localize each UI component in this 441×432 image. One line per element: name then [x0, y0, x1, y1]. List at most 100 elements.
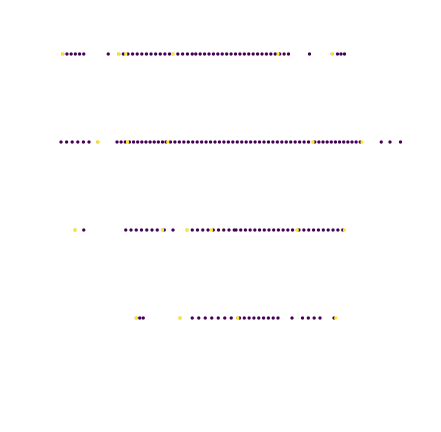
data-point	[145, 228, 149, 232]
data-point	[177, 140, 181, 144]
data-point	[290, 228, 295, 232]
data-point	[231, 140, 235, 144]
data-point-highlight	[61, 52, 65, 56]
data-point	[82, 228, 86, 232]
data-point	[190, 228, 194, 232]
data-point	[335, 52, 340, 56]
data-point	[298, 140, 302, 144]
data-point	[69, 52, 73, 56]
data-point-highlight	[236, 316, 240, 320]
data-point	[121, 52, 125, 56]
data-point	[115, 140, 119, 144]
data-point	[257, 316, 261, 320]
data-point	[131, 140, 136, 144]
data-point	[216, 316, 220, 320]
data-point	[135, 52, 139, 56]
data-point	[222, 228, 226, 232]
data-point	[272, 228, 276, 232]
data-point	[273, 52, 277, 56]
data-point	[286, 228, 290, 232]
data-point	[280, 140, 284, 144]
data-point	[286, 52, 291, 56]
data-point	[312, 316, 316, 320]
data-point	[190, 316, 194, 320]
data-point	[206, 228, 210, 232]
data-point-highlight	[171, 52, 175, 56]
data-point	[200, 140, 204, 144]
data-point	[167, 52, 172, 56]
data-point	[141, 316, 145, 320]
data-point	[247, 52, 251, 56]
data-point	[173, 140, 177, 144]
data-point	[275, 140, 279, 144]
data-point	[73, 52, 77, 56]
data-point	[226, 140, 230, 144]
data-point	[289, 140, 293, 144]
data-point-highlight	[178, 316, 182, 320]
data-point	[331, 228, 335, 232]
data-point	[198, 52, 202, 56]
data-point	[333, 140, 338, 144]
data-point	[379, 140, 383, 144]
data-point	[77, 52, 82, 56]
data-point	[271, 140, 275, 144]
data-point	[207, 52, 211, 56]
data-point	[197, 316, 201, 320]
data-point	[227, 228, 231, 232]
data-point	[261, 316, 266, 320]
data-point	[281, 228, 285, 232]
data-point	[255, 52, 260, 56]
data-point	[325, 140, 329, 144]
data-point	[163, 52, 167, 56]
data-point	[253, 228, 257, 232]
data-point	[190, 52, 194, 56]
data-point-highlight	[342, 228, 347, 232]
data-point	[182, 140, 186, 144]
data-point	[144, 52, 149, 56]
data-point	[321, 140, 325, 144]
data-point	[202, 52, 207, 56]
data-point	[321, 228, 325, 232]
data-point	[220, 52, 224, 56]
data-point	[204, 140, 208, 144]
data-point	[342, 52, 347, 56]
data-point	[210, 316, 214, 320]
data-point	[217, 140, 222, 144]
data-point	[195, 228, 200, 232]
data-point	[306, 140, 311, 144]
data-point	[148, 140, 152, 144]
data-point	[123, 140, 127, 144]
data-point	[342, 140, 346, 144]
data-point	[211, 52, 216, 56]
data-point	[276, 316, 280, 320]
data-point	[253, 140, 257, 144]
data-point-highlight	[334, 316, 338, 320]
data-point	[160, 140, 165, 144]
data-point	[266, 140, 271, 144]
data-point	[87, 140, 91, 144]
data-point	[242, 316, 246, 320]
data-point	[354, 140, 358, 144]
data-point	[282, 52, 286, 56]
data-point	[156, 140, 160, 144]
data-point	[65, 140, 69, 144]
data-point	[225, 52, 229, 56]
data-point	[307, 52, 312, 56]
data-point-highlight	[134, 316, 138, 320]
data-point	[316, 228, 321, 232]
data-point	[124, 228, 128, 232]
data-point	[191, 140, 195, 144]
data-point	[130, 52, 135, 56]
data-point	[260, 52, 264, 56]
data-point	[264, 52, 269, 56]
data-points	[59, 52, 403, 320]
data-point	[290, 316, 294, 320]
data-point	[238, 52, 242, 56]
data-point	[388, 140, 392, 144]
data-point	[234, 228, 238, 232]
data-point	[302, 140, 306, 144]
data-point	[150, 228, 154, 232]
data-point-highlight	[295, 228, 299, 232]
data-point	[326, 228, 330, 232]
data-point	[266, 316, 270, 320]
